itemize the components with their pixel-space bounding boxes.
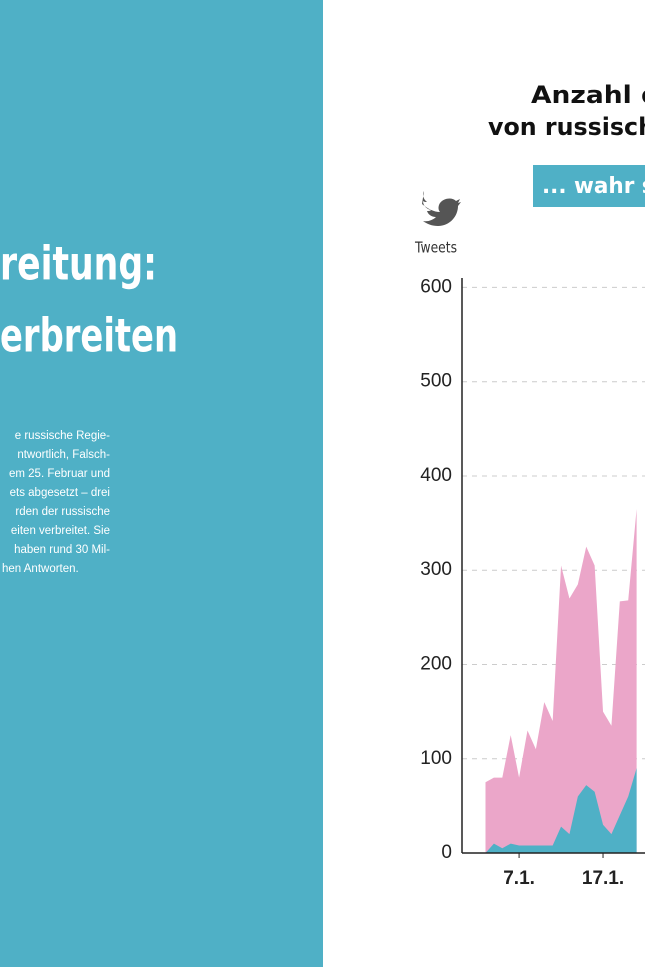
chart-title: Anzahl der xyxy=(531,81,645,109)
twitter-icon xyxy=(422,191,461,226)
y-axis-label: Tweets xyxy=(414,239,457,257)
body-line: eiten verbreitet. Sie xyxy=(11,525,110,537)
y-tick-label: 100 xyxy=(420,748,452,769)
body-line: ntwortlich, Falsch- xyxy=(17,449,110,461)
headline: reitung: xyxy=(0,237,157,291)
y-tick-label: 500 xyxy=(420,371,452,392)
area xyxy=(485,768,637,853)
body-line: hen Antworten. xyxy=(2,563,79,575)
side-panel xyxy=(0,0,323,967)
y-tick-label: 600 xyxy=(420,276,452,297)
body-line: em 25. Februar und xyxy=(9,468,110,480)
tag-badge xyxy=(533,165,645,207)
y-tick-label: 200 xyxy=(420,653,452,674)
body-line: ets abgesetzt – drei xyxy=(10,487,110,499)
chart-title: von russischen xyxy=(488,113,645,141)
tag-text: ... wahr si xyxy=(542,174,645,199)
y-tick-label: 300 xyxy=(420,559,452,580)
body-line: haben rund 30 Mil- xyxy=(14,544,110,556)
area xyxy=(485,508,637,853)
headline: erbreiten xyxy=(0,309,178,363)
body-line: rden der russische xyxy=(15,506,110,518)
y-tick-label: 0 xyxy=(441,842,452,863)
y-tick-label: 400 xyxy=(420,465,452,486)
x-tick-label: 17.1. xyxy=(582,868,624,889)
body-line: e russische Regie- xyxy=(15,430,110,442)
x-tick-label: 7.1. xyxy=(503,868,535,889)
